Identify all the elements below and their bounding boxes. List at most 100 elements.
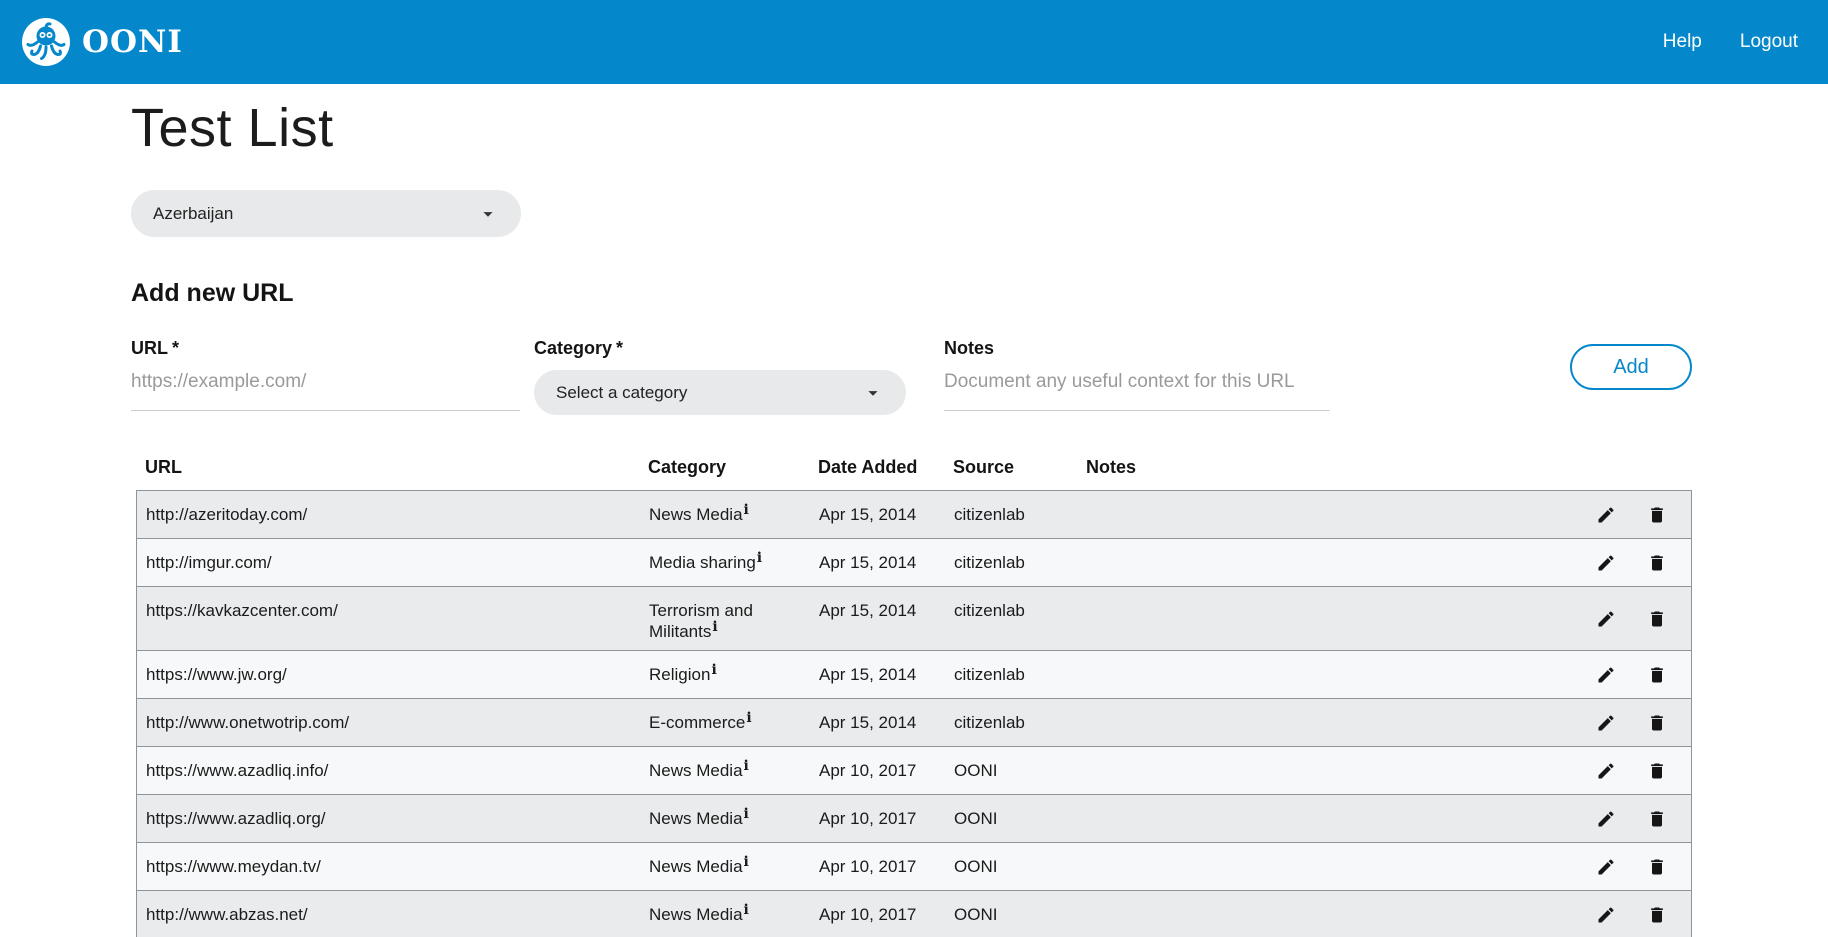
edit-button[interactable] bbox=[1596, 857, 1616, 877]
date-added-cell: Apr 15, 2014 bbox=[819, 713, 917, 733]
url-cell: http://www.onetwotrip.com/ bbox=[146, 713, 350, 733]
url-cell: https://www.azadliq.info/ bbox=[146, 761, 329, 781]
chevron-down-icon bbox=[862, 382, 884, 404]
table-header: URL Category Date Added Source Notes bbox=[136, 456, 1692, 478]
category-field-group: Category * Select a category bbox=[534, 336, 906, 416]
category-field-label: Category * bbox=[534, 338, 624, 359]
column-header-url: URL bbox=[145, 457, 182, 478]
edit-button[interactable] bbox=[1596, 665, 1616, 685]
delete-button[interactable] bbox=[1647, 809, 1667, 829]
category-info-icon: i bbox=[743, 806, 749, 823]
edit-button[interactable] bbox=[1596, 761, 1616, 781]
notes-cell bbox=[1087, 843, 1579, 890]
url-cell: https://kavkazcenter.com/ bbox=[146, 601, 338, 621]
category-info-icon: i bbox=[743, 758, 749, 775]
table-row: https://www.azadliq.org/ News Mediai Apr… bbox=[137, 795, 1691, 844]
date-added-cell: Apr 10, 2017 bbox=[819, 857, 917, 877]
edit-button[interactable] bbox=[1596, 809, 1616, 829]
delete-button[interactable] bbox=[1647, 665, 1667, 685]
help-link[interactable]: Help bbox=[1662, 31, 1702, 52]
url-cell: http://azeritoday.com/ bbox=[146, 505, 308, 525]
required-mark: * bbox=[172, 338, 180, 359]
source-cell: OONI bbox=[954, 809, 998, 829]
url-table: http://azeritoday.com/ News Mediai Apr 1… bbox=[136, 490, 1692, 937]
main-content: Test List Azerbaijan Add new URL URL* Ca… bbox=[131, 98, 1692, 937]
row-actions bbox=[1579, 609, 1691, 629]
category-cell: Religioni bbox=[649, 651, 819, 698]
notes-field-label: Notes bbox=[944, 338, 995, 359]
category-label: Media sharing bbox=[649, 553, 756, 573]
source-cell: OONI bbox=[954, 857, 998, 877]
logout-link[interactable]: Logout bbox=[1739, 31, 1798, 52]
page-title: Test List bbox=[131, 98, 334, 158]
category-cell: Terrorism and Militantsi bbox=[649, 587, 819, 650]
table-row: http://www.abzas.net/ News Mediai Apr 10… bbox=[137, 891, 1691, 937]
category-cell: News Mediai bbox=[649, 795, 819, 842]
table-row: http://www.onetwotrip.com/ E-commercei A… bbox=[137, 699, 1691, 748]
url-cell: https://www.azadliq.org/ bbox=[146, 809, 326, 829]
notes-cell bbox=[1087, 795, 1579, 842]
row-actions bbox=[1579, 713, 1691, 733]
notes-cell bbox=[1087, 891, 1579, 937]
row-actions bbox=[1579, 809, 1691, 829]
row-actions bbox=[1579, 665, 1691, 685]
app-header: OONI Help Logout bbox=[0, 0, 1828, 84]
table-row: http://azeritoday.com/ News Mediai Apr 1… bbox=[137, 491, 1691, 540]
row-actions bbox=[1579, 553, 1691, 573]
table-row: http://imgur.com/ Media sharingi Apr 15,… bbox=[137, 539, 1691, 588]
category-label: Terrorism and Militants bbox=[649, 601, 753, 642]
delete-button[interactable] bbox=[1647, 505, 1667, 525]
category-label: E-commerce bbox=[649, 713, 746, 733]
notes-cell bbox=[1087, 491, 1579, 538]
required-mark: * bbox=[616, 338, 624, 359]
column-header-actions bbox=[1580, 456, 1692, 478]
category-selector[interactable]: Select a category bbox=[534, 370, 906, 416]
table-row: https://www.jw.org/ Religioni Apr 15, 20… bbox=[137, 651, 1691, 700]
delete-button[interactable] bbox=[1647, 609, 1667, 629]
add-button[interactable]: Add bbox=[1570, 344, 1692, 391]
category-label: News Media bbox=[649, 857, 743, 877]
date-added-cell: Apr 15, 2014 bbox=[819, 505, 917, 525]
edit-button[interactable] bbox=[1596, 713, 1616, 733]
source-cell: citizenlab bbox=[954, 505, 1025, 525]
table-row: https://kavkazcenter.com/ Terrorism and … bbox=[137, 587, 1691, 652]
source-cell: citizenlab bbox=[954, 553, 1025, 573]
category-cell: Media sharingi bbox=[649, 539, 819, 586]
delete-button[interactable] bbox=[1647, 905, 1667, 925]
category-info-icon: i bbox=[743, 854, 749, 871]
edit-button[interactable] bbox=[1596, 553, 1616, 573]
notes-input[interactable] bbox=[944, 370, 1330, 412]
top-nav: Help Logout bbox=[1663, 31, 1798, 53]
source-cell: OONI bbox=[954, 905, 998, 925]
delete-button[interactable] bbox=[1647, 761, 1667, 781]
category-label: News Media bbox=[649, 809, 743, 829]
country-selector-value: Azerbaijan bbox=[153, 203, 234, 223]
date-added-cell: Apr 15, 2014 bbox=[819, 665, 917, 685]
delete-button[interactable] bbox=[1647, 553, 1667, 573]
category-cell: News Mediai bbox=[649, 843, 819, 890]
category-info-icon: i bbox=[743, 502, 749, 519]
add-url-form: URL* Category* Select a category Notes A… bbox=[131, 336, 1692, 416]
edit-button[interactable] bbox=[1596, 505, 1616, 525]
source-cell: citizenlab bbox=[954, 665, 1025, 685]
delete-button[interactable] bbox=[1647, 857, 1667, 877]
edit-button[interactable] bbox=[1596, 609, 1616, 629]
category-selector-value: Select a category bbox=[556, 382, 688, 402]
country-selector[interactable]: Azerbaijan bbox=[131, 190, 521, 238]
category-info-icon: i bbox=[743, 902, 749, 919]
notes-cell bbox=[1087, 699, 1579, 746]
column-header-date-added: Date Added bbox=[818, 457, 918, 478]
category-cell: E-commercei bbox=[649, 699, 819, 746]
table-row: https://www.meydan.tv/ News Mediai Apr 1… bbox=[137, 843, 1691, 892]
date-added-cell: Apr 15, 2014 bbox=[819, 553, 917, 573]
date-added-cell: Apr 15, 2014 bbox=[819, 601, 917, 621]
category-info-icon: i bbox=[746, 710, 752, 727]
row-actions bbox=[1579, 505, 1691, 525]
category-info-icon: i bbox=[712, 619, 718, 636]
category-label: News Media bbox=[649, 905, 743, 925]
url-input[interactable] bbox=[131, 370, 520, 412]
notes-cell bbox=[1087, 747, 1579, 794]
row-actions bbox=[1579, 761, 1691, 781]
delete-button[interactable] bbox=[1647, 713, 1667, 733]
edit-button[interactable] bbox=[1596, 905, 1616, 925]
